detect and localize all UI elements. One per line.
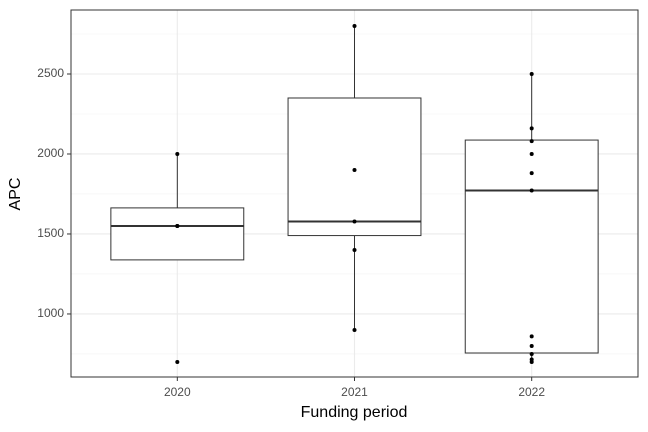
data-point bbox=[529, 351, 534, 356]
data-point bbox=[175, 359, 180, 364]
data-point bbox=[529, 188, 534, 193]
box bbox=[287, 97, 422, 237]
x-tick-label: 2020 bbox=[164, 385, 191, 399]
y-tick-label: 1000 bbox=[37, 306, 64, 320]
box bbox=[464, 139, 599, 354]
y-tick-label: 2000 bbox=[37, 146, 64, 160]
x-axis-title: Funding period bbox=[301, 404, 408, 421]
panel-border bbox=[70, 9, 639, 378]
data-point bbox=[352, 23, 357, 28]
data-point bbox=[529, 139, 534, 144]
y-tick-label: 2500 bbox=[37, 66, 64, 80]
data-point bbox=[352, 247, 357, 252]
y-tick-label: 1500 bbox=[37, 226, 64, 240]
data-point bbox=[529, 71, 534, 76]
data-point bbox=[175, 151, 180, 156]
data-point bbox=[352, 327, 357, 332]
data-point bbox=[352, 219, 357, 224]
data-point bbox=[352, 167, 357, 172]
data-point bbox=[529, 126, 534, 131]
data-point bbox=[529, 334, 534, 339]
x-tick-label: 2022 bbox=[518, 385, 545, 399]
y-axis-title: APC bbox=[7, 178, 24, 211]
data-point bbox=[529, 171, 534, 176]
data-point bbox=[529, 359, 534, 364]
data-point bbox=[175, 223, 180, 228]
x-tick-label: 2021 bbox=[341, 385, 368, 399]
data-point bbox=[529, 343, 534, 348]
data-point bbox=[529, 151, 534, 156]
box bbox=[110, 207, 245, 261]
